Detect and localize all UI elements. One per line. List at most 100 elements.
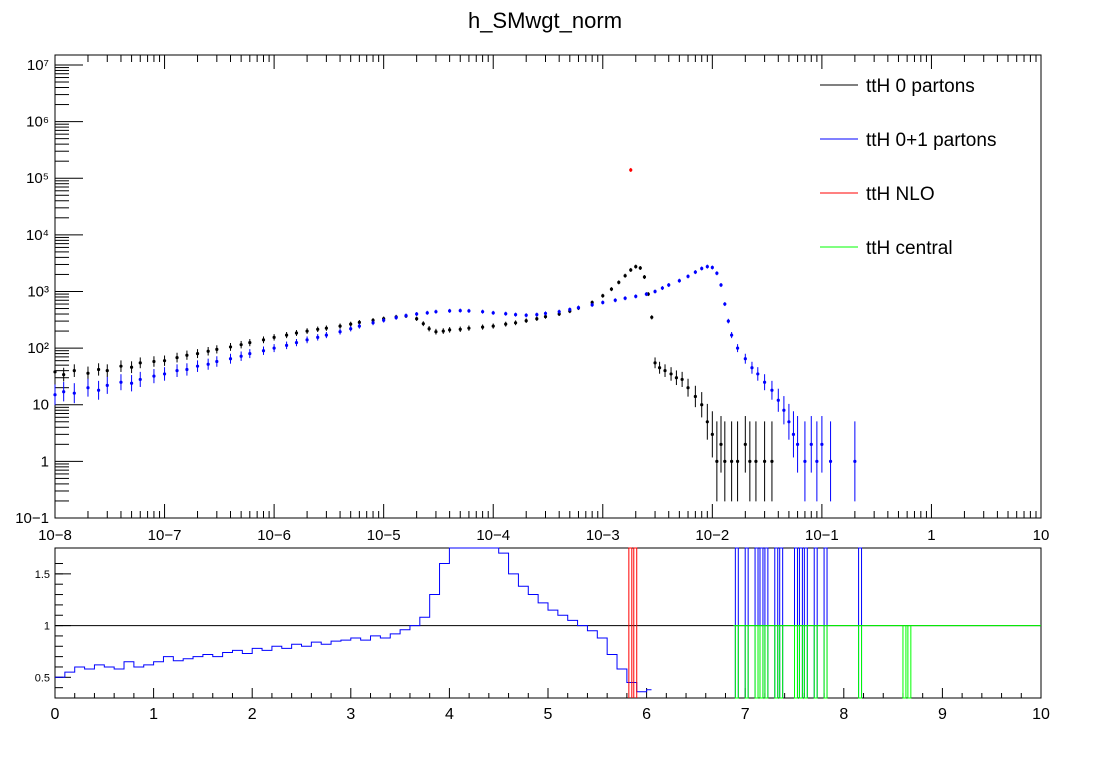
ratio-x-tick-label: 4 (445, 706, 454, 723)
data-point (129, 381, 134, 385)
ratio-spike (734, 625, 739, 699)
main-x-tick-label: 10−7 (148, 527, 182, 544)
data-point (316, 335, 320, 339)
data-point (535, 317, 539, 321)
data-point (349, 322, 353, 326)
data-point (663, 369, 667, 373)
ratio-spike (813, 547, 818, 698)
ratio-spike (633, 547, 638, 698)
data-point (215, 359, 219, 364)
main-x-tick-label: 10−5 (367, 527, 401, 544)
ratio-y-axis: 0.5 1 1.5 (35, 563, 71, 689)
data-point (53, 393, 57, 397)
legend-label: ttH central (866, 238, 953, 259)
data-point (162, 372, 167, 376)
data-point (119, 364, 123, 368)
data-point (719, 442, 723, 446)
ratio-spike (759, 625, 764, 699)
data-point (613, 298, 617, 302)
data-point (750, 366, 754, 370)
legend-label: ttH NLO (866, 184, 935, 205)
data-point (754, 459, 758, 463)
main-x-tick-label: 10−1 (805, 527, 839, 544)
data-point (609, 287, 614, 291)
data-point (660, 286, 664, 290)
main-x-tick-label: 10−8 (38, 527, 72, 544)
ratio-y-tick-label: 1.5 (35, 569, 50, 581)
data-point (261, 349, 266, 353)
data-point (86, 386, 90, 390)
data-point (96, 388, 101, 392)
ratio-spike (798, 625, 803, 699)
data-point (524, 313, 528, 317)
data-point (623, 274, 627, 278)
data-point (705, 420, 709, 424)
main-y-tick-label: 1 (41, 453, 49, 470)
data-point (338, 330, 342, 334)
data-point (261, 338, 266, 342)
data-point (513, 313, 518, 317)
data-point (371, 321, 375, 325)
data-point (152, 374, 156, 378)
data-point (272, 335, 276, 339)
data-point (96, 367, 101, 372)
data-point (667, 283, 671, 287)
main-y-tick-label: 10² (27, 340, 49, 357)
legend: ttH 0 partons ttH 0+1 partons ttH NLO ttH c… (820, 76, 996, 259)
data-point (730, 333, 734, 337)
data-point (105, 383, 109, 387)
data-point (458, 327, 462, 331)
data-point (421, 322, 425, 326)
data-point (590, 303, 594, 307)
data-point (710, 432, 714, 436)
data-point (623, 296, 627, 300)
data-point (228, 357, 233, 361)
data-point (138, 377, 142, 382)
ratio-spike (823, 547, 828, 698)
ratio-x-axis: 0 1 2 3 4 5 6 7 8 9 10 (51, 688, 1050, 723)
data-point (504, 322, 508, 326)
data-point (206, 362, 210, 366)
data-point (723, 459, 727, 463)
data-point (357, 324, 361, 328)
data-point (175, 355, 179, 360)
data-point (152, 359, 156, 364)
data-point (284, 343, 289, 347)
data-point (723, 302, 727, 306)
data-point (491, 311, 495, 315)
data-point (316, 327, 320, 331)
data-point (543, 315, 548, 319)
data-point (239, 354, 243, 358)
data-point (763, 380, 767, 384)
main-y-tick-label: 10³ (27, 283, 49, 300)
data-point (693, 394, 697, 399)
legend-label: ttH 0+1 partons (866, 130, 996, 151)
main-x-tick-label: 10−4 (476, 527, 510, 544)
data-point (138, 361, 142, 365)
data-point (735, 459, 740, 463)
data-point (763, 459, 767, 463)
data-point (72, 391, 76, 395)
main-x-tick-label: 10−2 (695, 527, 729, 544)
ratio-x-tick-label: 2 (248, 706, 257, 723)
ratio-spike (813, 625, 818, 699)
ratio-spike (823, 625, 828, 699)
data-point (324, 333, 328, 337)
data-point (576, 305, 581, 310)
data-point (491, 324, 495, 328)
data-point (700, 403, 704, 407)
data-point (86, 371, 90, 375)
data-point (294, 341, 299, 345)
main-plot-panel: 10−8 10−7 10−6 10−5 10−4 10−3 10−2 10−1 1 10 10−1… (15, 54, 1049, 544)
data-point (743, 442, 747, 446)
data-point (719, 283, 723, 287)
data-point (248, 341, 252, 345)
ratio-spike (759, 547, 764, 698)
data-point (467, 309, 471, 313)
data-point (427, 327, 431, 331)
ratio-step-histogram (55, 547, 652, 693)
data-point (770, 459, 774, 463)
data-point (828, 459, 833, 463)
ratio-plot-panel: 0 1 2 3 4 5 6 7 8 9 10 0.5 1 1.5 (35, 547, 1050, 723)
data-point (820, 442, 824, 446)
